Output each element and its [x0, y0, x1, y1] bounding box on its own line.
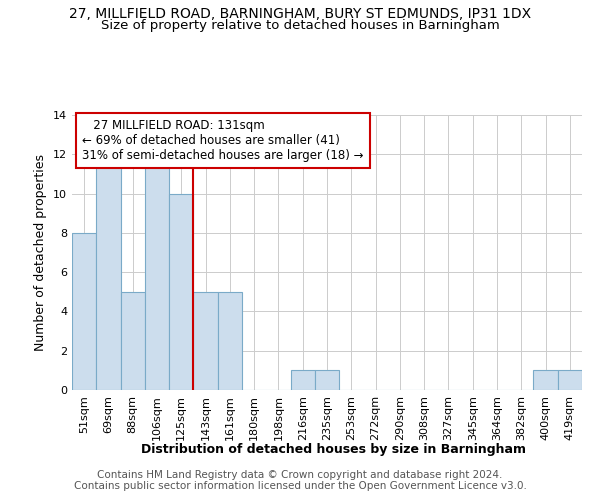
Bar [121, 292, 145, 390]
Bar [290, 370, 315, 390]
Bar [315, 370, 339, 390]
Text: Distribution of detached houses by size in Barningham: Distribution of detached houses by size … [140, 442, 526, 456]
Bar [533, 370, 558, 390]
Bar [96, 154, 121, 390]
Bar [169, 194, 193, 390]
Text: 27, MILLFIELD ROAD, BARNINGHAM, BURY ST EDMUNDS, IP31 1DX: 27, MILLFIELD ROAD, BARNINGHAM, BURY ST … [69, 8, 531, 22]
Text: 27 MILLFIELD ROAD: 131sqm
← 69% of detached houses are smaller (41)
31% of semi-: 27 MILLFIELD ROAD: 131sqm ← 69% of detac… [82, 119, 364, 162]
Text: Size of property relative to detached houses in Barningham: Size of property relative to detached ho… [101, 19, 499, 32]
Bar [558, 370, 582, 390]
Bar [72, 233, 96, 390]
Y-axis label: Number of detached properties: Number of detached properties [34, 154, 47, 351]
Text: Contains HM Land Registry data © Crown copyright and database right 2024.: Contains HM Land Registry data © Crown c… [97, 470, 503, 480]
Bar [218, 292, 242, 390]
Bar [193, 292, 218, 390]
Text: Contains public sector information licensed under the Open Government Licence v3: Contains public sector information licen… [74, 481, 526, 491]
Bar [145, 154, 169, 390]
